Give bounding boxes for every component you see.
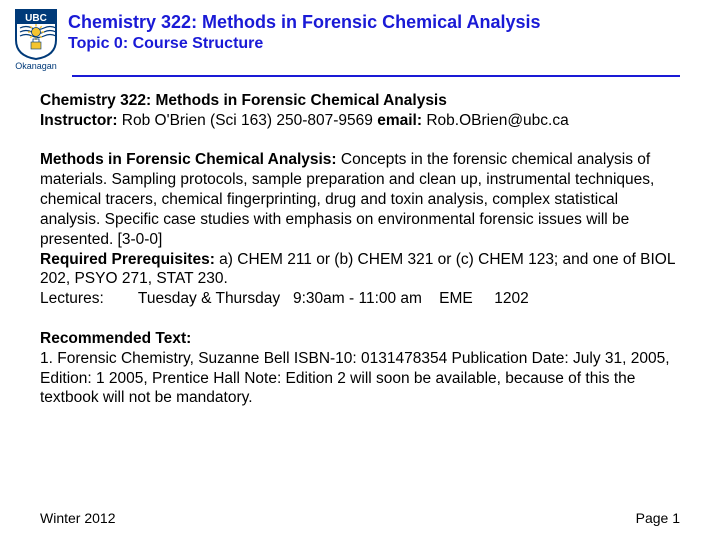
prereq-para: Required Prerequisites: a) CHEM 211 or (… xyxy=(40,250,680,290)
body-content: Chemistry 322: Methods in Forensic Chemi… xyxy=(0,77,720,408)
description-para: Methods in Forensic Chemical Analysis: C… xyxy=(40,150,680,249)
instructor-label: Instructor: xyxy=(40,112,118,129)
blank-2 xyxy=(40,309,680,329)
logo-campus-label: Okanagan xyxy=(15,61,57,71)
svg-text:UBC: UBC xyxy=(25,13,47,24)
course-title: Chemistry 322: Methods in Forensic Chemi… xyxy=(68,12,706,33)
instructor-line: Instructor: Rob O'Brien (Sci 163) 250-80… xyxy=(40,111,680,131)
desc-label: Methods in Forensic Chemical Analysis: xyxy=(40,151,337,168)
footer: Winter 2012 Page 1 xyxy=(40,510,680,526)
body-heading: Chemistry 322: Methods in Forensic Chemi… xyxy=(40,91,680,111)
header: UBC Okanagan xyxy=(0,0,720,71)
instructor-value: Rob O'Brien (Sci 163) 250-807-9569 xyxy=(118,112,378,129)
ubc-logo: UBC Okanagan xyxy=(14,8,58,71)
recommended-label: Recommended Text: xyxy=(40,329,680,349)
email-label: email: xyxy=(377,112,422,129)
email-value: Rob.OBrien@ubc.ca xyxy=(422,112,569,129)
footer-left: Winter 2012 xyxy=(40,510,115,526)
blank-1 xyxy=(40,131,680,151)
slide: UBC Okanagan xyxy=(0,0,720,540)
lectures-line: Lectures: Tuesday & Thursday 9:30am - 11… xyxy=(40,289,680,309)
header-titles: Chemistry 322: Methods in Forensic Chemi… xyxy=(68,8,706,53)
recommended-text: 1. Forensic Chemistry, Suzanne Bell ISBN… xyxy=(40,349,680,408)
ubc-crest-icon: UBC xyxy=(14,8,58,60)
prereq-label: Required Prerequisites: xyxy=(40,251,215,268)
footer-right: Page 1 xyxy=(636,510,680,526)
topic-title: Topic 0: Course Structure xyxy=(68,35,706,53)
